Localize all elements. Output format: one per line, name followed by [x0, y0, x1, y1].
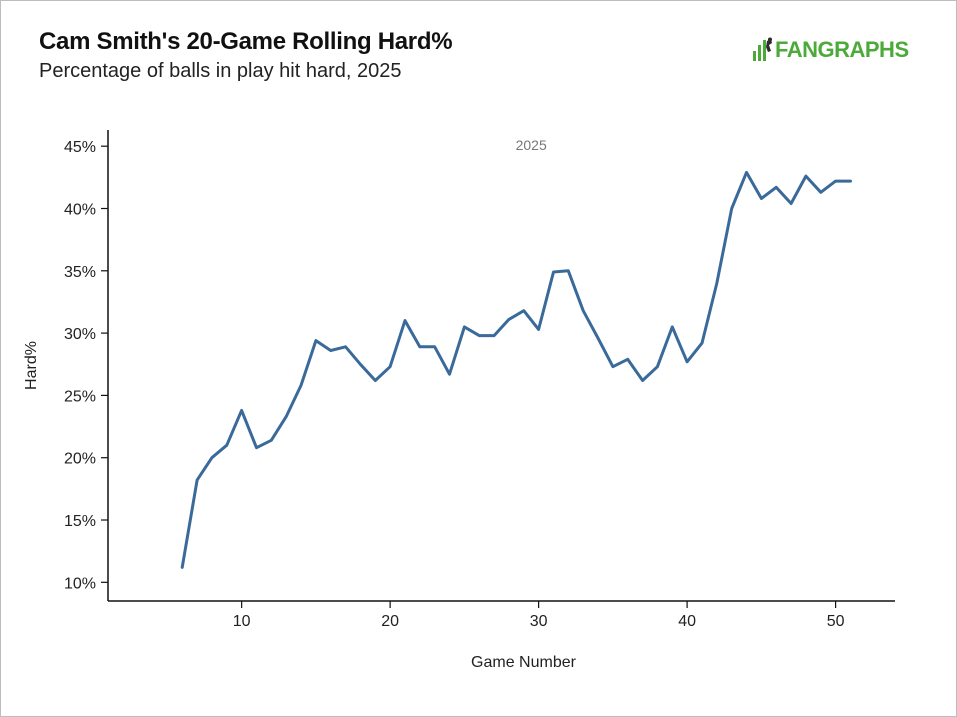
y-tick-label: 40%: [64, 202, 96, 219]
series-line-hard-pct: [180, 170, 852, 569]
chart-subtitle: Percentage of balls in play hit hard, 20…: [39, 60, 402, 82]
year-annotation: 2025: [516, 137, 547, 153]
x-tick-label: 40: [678, 613, 696, 630]
y-axis-title: Hard%: [23, 341, 40, 390]
y-tick-label: 15%: [64, 513, 96, 530]
x-axis-ticks: 10 20 30 40 50: [233, 601, 845, 630]
y-tick-label: 45%: [64, 139, 96, 156]
x-tick-label: 10: [233, 613, 251, 630]
axes: [107, 130, 895, 602]
fangraphs-logo: FANGRAPHS: [751, 36, 909, 64]
y-tick-label: 20%: [64, 451, 96, 468]
chart-title: Cam Smith's 20-Game Rolling Hard%: [39, 28, 453, 55]
y-tick-label: 25%: [64, 388, 96, 405]
y-tick-label: 35%: [64, 264, 96, 281]
y-tick-label: 30%: [64, 326, 96, 343]
x-tick-label: 30: [530, 613, 548, 630]
x-tick-label: 50: [827, 613, 845, 630]
x-tick-label: 20: [381, 613, 399, 630]
y-tick-label: 10%: [64, 575, 96, 592]
logo-text: FANGRAPHS: [775, 37, 909, 62]
y-axis-ticks: 10% 15% 20% 25% 30% 35% 40% 45%: [64, 139, 108, 592]
x-axis-title: Game Number: [471, 654, 577, 671]
fangraphs-logo-icon: [753, 37, 772, 61]
